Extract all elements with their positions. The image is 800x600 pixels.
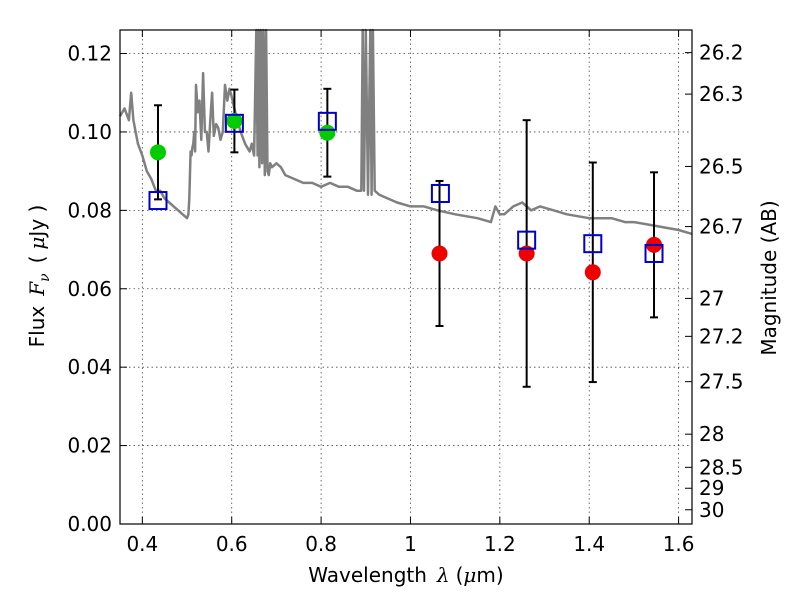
- data-point: [431, 245, 448, 262]
- x-tick-label: 0.6: [216, 532, 248, 556]
- y-tick-label: 0.10: [67, 120, 112, 144]
- y-tick-label: 0.02: [67, 434, 112, 458]
- magnitude-axis-label: Magnitude (AB): [757, 200, 781, 355]
- model-square-marker: [224, 113, 244, 133]
- x-tick-label: 1.2: [484, 532, 516, 556]
- y-axis-label-symbol: F: [25, 281, 49, 297]
- magnitude-tick-label: 27.5: [699, 370, 744, 394]
- x-tick-label: 1.6: [663, 532, 695, 556]
- magnitude-tick-label: 26.5: [699, 154, 744, 178]
- data-point: [319, 124, 336, 141]
- y-tick-label: 0.00: [67, 512, 112, 536]
- x-axis-ticks: 0.4 0.6 0.8 1 1.2 1.4 1.6: [126, 30, 695, 556]
- magnitude-tick-label: 28: [699, 422, 724, 446]
- x-tick-label: 1: [404, 532, 417, 556]
- x-tick-label: 1.4: [573, 532, 605, 556]
- magnitude-tick-label: 26.2: [699, 41, 744, 65]
- y-axis-label-unit-open: (: [25, 256, 49, 264]
- model-squares: [148, 111, 664, 263]
- y-tick-label: 0.12: [67, 42, 112, 66]
- x-tick-label: 0.4: [126, 532, 158, 556]
- model-spectrum-line: [118, 28, 693, 236]
- x-axis-label-unit-close: m): [476, 563, 503, 587]
- model-square-marker: [517, 230, 537, 250]
- model-square-marker: [430, 183, 450, 203]
- model-spectrum: [118, 28, 693, 236]
- y-axis-ticks: 0.00 0.02 0.04 0.06 0.08 0.10 0.12: [67, 42, 127, 536]
- model-square-marker: [583, 234, 603, 254]
- magnitude-tick-label: 29: [699, 476, 724, 500]
- green-points: [149, 112, 336, 161]
- y-axis-label-unit-close: Jy ): [25, 205, 49, 239]
- data-point: [226, 112, 243, 129]
- model-square-marker: [148, 191, 168, 211]
- x-axis-label-unit-mu: μ: [463, 563, 476, 587]
- magnitude-tick-label: 26.3: [699, 82, 744, 106]
- data-point: [149, 144, 166, 161]
- data-point: [584, 264, 601, 281]
- y-axis-label-unit-mu: μ: [25, 237, 49, 250]
- y-axis-label-text: Flux: [25, 306, 49, 348]
- model-square-marker: [317, 111, 337, 131]
- y-tick-label: 0.04: [67, 355, 112, 379]
- y-tick-label: 0.06: [67, 277, 112, 301]
- magnitude-tick-label: 26.7: [699, 215, 744, 239]
- magnitude-tick-label: 28.5: [699, 455, 744, 479]
- x-axis-label-text: Wavelength: [308, 563, 427, 587]
- model-square-marker: [644, 243, 664, 263]
- y-tick-label: 0.08: [67, 198, 112, 222]
- x-axis-label-symbol: λ: [436, 563, 450, 587]
- y-axis-label: Flux Fν ( μJy ): [25, 205, 53, 348]
- plot-frame: [119, 29, 693, 525]
- x-axis-label-unit-open: (: [456, 563, 464, 587]
- magnitude-tick-label: 27: [699, 286, 724, 310]
- magnitude-tick-label: 30: [699, 498, 724, 522]
- errorbars: [153, 87, 659, 388]
- y-axis-label-subscript: ν: [37, 273, 53, 282]
- x-axis-label: Wavelength λ (μm): [308, 563, 503, 587]
- x-tick-label: 0.8: [305, 532, 337, 556]
- magnitude-tick-label: 27.2: [699, 324, 744, 348]
